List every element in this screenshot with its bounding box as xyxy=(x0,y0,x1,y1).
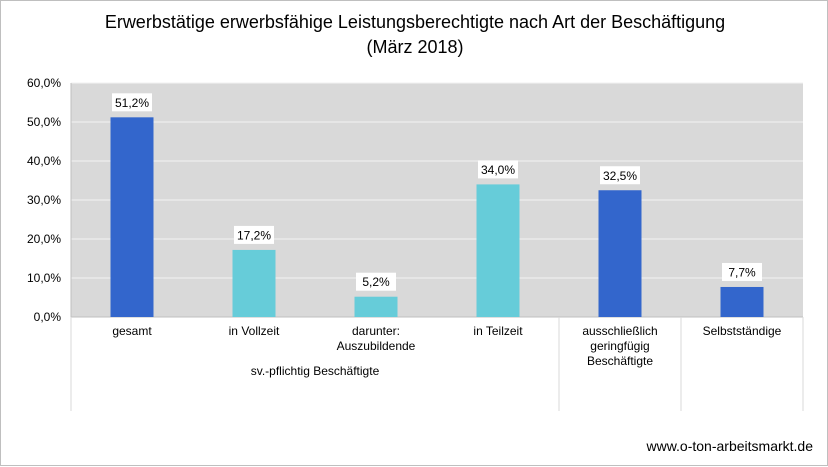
data-label-box xyxy=(600,166,640,185)
x-tick-label: darunter: xyxy=(352,324,400,338)
data-label: 7,7% xyxy=(728,265,756,279)
y-tick-label: 0,0% xyxy=(34,310,62,324)
x-tick-label: Selbstständige xyxy=(703,324,782,338)
x-tick-label: Auszubildende xyxy=(337,339,416,353)
x-tick-label: gesamt xyxy=(112,324,152,338)
bar xyxy=(354,296,398,317)
data-label-box xyxy=(234,225,274,244)
y-tick-label: 60,0% xyxy=(27,76,61,90)
y-tick-label: 30,0% xyxy=(27,193,61,207)
bar xyxy=(476,184,520,317)
x-tick-label: geringfügig xyxy=(590,339,649,353)
x-tick-label: Beschäftigte xyxy=(587,354,653,368)
y-tick-label: 10,0% xyxy=(27,271,61,285)
y-tick-label: 20,0% xyxy=(27,232,61,246)
source-footer: www.o-ton-arbeitsmarkt.de xyxy=(646,438,813,454)
chart-title: Erwerbstätige erwerbsfähige Leistungsber… xyxy=(104,12,726,32)
bar xyxy=(720,286,764,317)
group-label: sv.-pflichtig Beschäftigte xyxy=(251,364,380,378)
data-label: 5,2% xyxy=(362,275,390,289)
y-tick-label: 50,0% xyxy=(27,115,61,129)
y-tick-label: 40,0% xyxy=(27,154,61,168)
data-label-box xyxy=(112,93,152,112)
x-tick-label: ausschließlich xyxy=(582,324,657,338)
x-tick-label: in Teilzeit xyxy=(473,324,523,338)
data-label-box xyxy=(722,262,762,281)
bar xyxy=(110,117,154,317)
data-label: 32,5% xyxy=(603,169,637,183)
bar xyxy=(232,249,276,317)
chart-subtitle: (März 2018) xyxy=(366,37,464,57)
data-label: 51,2% xyxy=(115,96,149,110)
x-tick-label: in Vollzeit xyxy=(229,324,280,338)
data-label-box xyxy=(356,272,396,291)
data-label: 34,0% xyxy=(481,163,515,177)
data-label: 17,2% xyxy=(237,228,271,242)
bar xyxy=(598,190,642,317)
data-label-box xyxy=(478,160,518,179)
